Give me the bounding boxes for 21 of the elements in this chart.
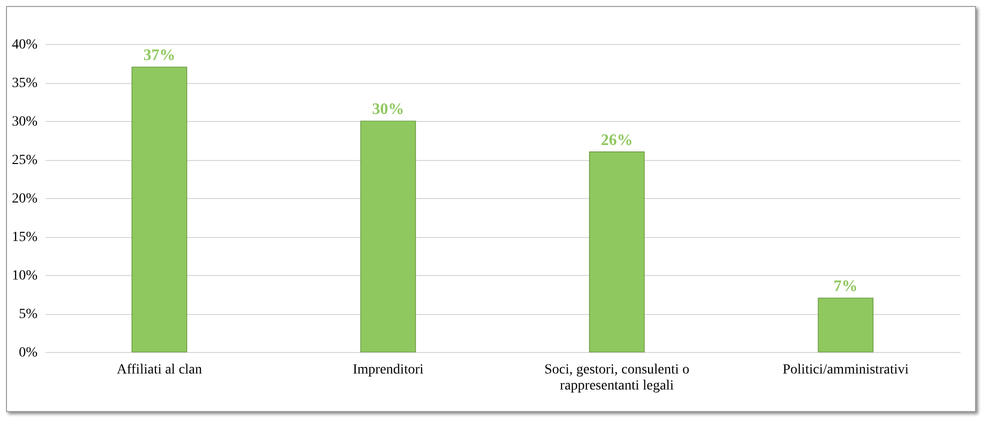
- y-tick-label: 25%: [12, 153, 38, 168]
- bar: [360, 120, 416, 352]
- bar: [132, 66, 188, 352]
- y-tick-label: 20%: [12, 192, 38, 206]
- y-tick-label: 15%: [12, 230, 38, 245]
- data-label: 37%: [143, 47, 176, 64]
- bar: [589, 152, 645, 352]
- bar: [818, 298, 874, 352]
- data-label: 7%: [834, 278, 858, 296]
- y-tick-label: 40%: [12, 38, 38, 52]
- y-tick-label: 0%: [18, 346, 38, 360]
- y-tick-label: 5%: [18, 307, 38, 322]
- x-tick-label: Affiliati al clan: [116, 362, 202, 378]
- y-tick-label: 10%: [12, 268, 38, 284]
- x-tick-label: Soci, gestori, consulenti o rappresentanti legali: [544, 362, 690, 394]
- x-tick-label: Imprenditori: [352, 362, 424, 378]
- y-tick-label: 35%: [12, 76, 38, 91]
- data-label: 30%: [372, 101, 404, 118]
- data-label: 26%: [600, 132, 633, 149]
- x-tick-label: Politici/amministrativi: [782, 362, 909, 378]
- y-tick-label: 30%: [12, 114, 38, 130]
